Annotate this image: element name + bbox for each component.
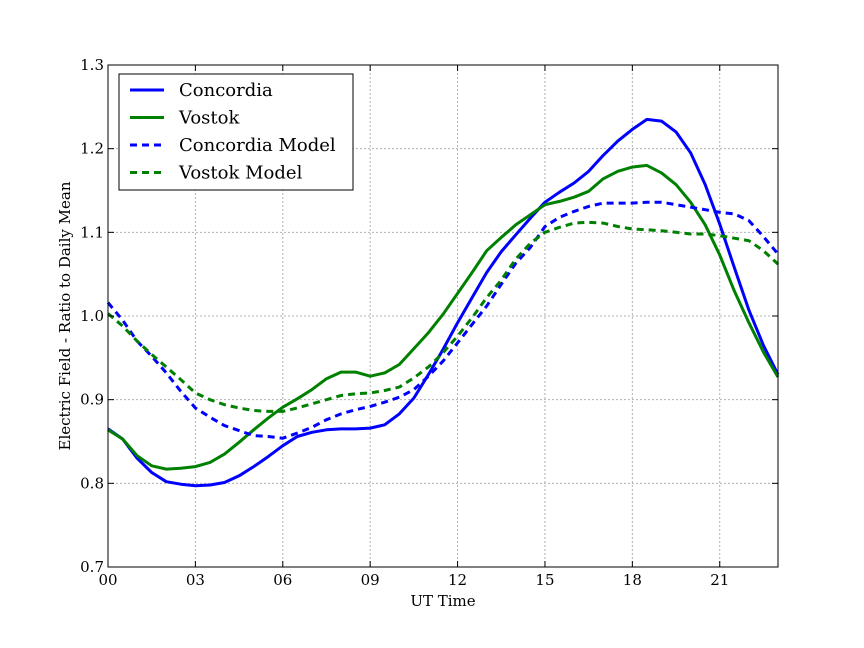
y-tick-label: 1.2: [80, 140, 104, 158]
x-tick-label: 21: [710, 571, 729, 589]
y-tick-label: 0.9: [80, 391, 104, 409]
legend-label: Concordia: [179, 80, 273, 101]
y-tick-label: 1.3: [80, 56, 104, 74]
y-tick-label: 0.7: [80, 558, 104, 576]
y-tick-label: 1.0: [80, 307, 104, 325]
series-line-concordia-model: [106, 200, 780, 440]
y-tick-label: 0.8: [80, 474, 104, 492]
legend-box: [118, 73, 354, 191]
series-group: [106, 117, 780, 488]
x-axis-label: UT Time: [410, 592, 475, 610]
x-tick-label: 12: [448, 571, 467, 589]
series-line-vostok: [107, 163, 780, 471]
x-tick-label: 06: [273, 571, 292, 589]
x-tick-label: 18: [623, 571, 642, 589]
legend-label: Concordia Model: [179, 135, 336, 156]
plot-frame: [107, 64, 779, 568]
x-tick-label: 03: [186, 571, 205, 589]
legend: Concordia Vostok Concordia Model Vostok Mod…: [118, 73, 354, 191]
x-tick-label: 15: [535, 571, 554, 589]
y-tick-label: 1.1: [80, 223, 104, 241]
legend-label: Vostok: [178, 108, 240, 129]
y-axis-label: Electric Field - Ratio to Daily Mean: [56, 181, 74, 450]
tick-labels: 00 03 06 09 12 15 18 21 0.7 0.8 0.9 1.0 1.1 1.2 1.3: [80, 56, 729, 589]
x-tick-label: 00: [98, 571, 117, 589]
legend-label: Vostok Model: [178, 163, 303, 184]
x-tick-label: 09: [361, 571, 380, 589]
series-line-vostok-model: [107, 220, 780, 413]
series-line-concordia: [107, 117, 780, 488]
